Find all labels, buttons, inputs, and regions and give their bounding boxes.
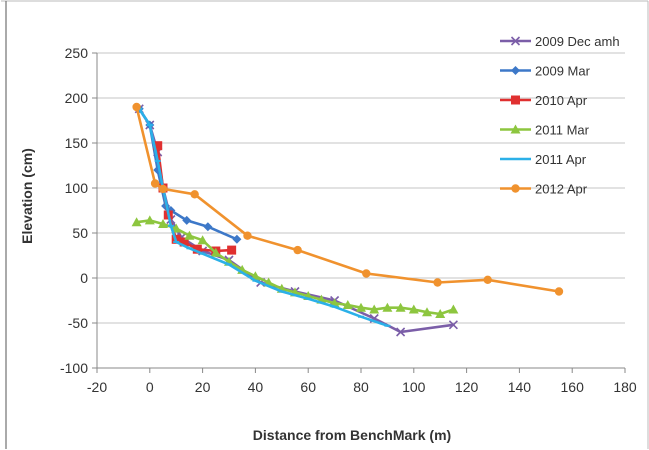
- x-tick-label: 140: [508, 379, 532, 395]
- y-tick-label: 100: [65, 180, 89, 196]
- legend-item-2012-apr: 2012 Apr: [500, 182, 588, 197]
- data-point-2012-apr: [158, 184, 168, 194]
- data-series: [131, 102, 564, 337]
- legend-marker-2010-apr: [511, 95, 520, 105]
- data-point-2011-mar: [422, 307, 432, 317]
- data-point-2012-apr: [554, 287, 564, 296]
- legend-label-2011-apr: 2011 Apr: [535, 152, 587, 167]
- data-point-2011-mar: [369, 304, 380, 314]
- legend-label-2009-mar: 2009 Mar: [535, 64, 591, 79]
- x-tick-label: 80: [353, 379, 369, 395]
- legend-marker-2009-mar: [511, 66, 520, 75]
- legend-label-2009-dec-amh: 2009 Dec amh: [535, 34, 620, 49]
- data-point-2011-mar: [197, 235, 208, 245]
- data-point-2011-mar: [131, 217, 142, 227]
- legend-item-2011-mar: 2011 Mar: [500, 123, 590, 138]
- x-tick-label: 0: [146, 379, 154, 395]
- data-point-2011-mar: [210, 247, 221, 257]
- series-2012-apr: [132, 102, 564, 296]
- data-point-2012-apr: [293, 245, 302, 255]
- legend-label-2011-mar: 2011 Mar: [535, 123, 590, 138]
- data-point-2011-mar: [382, 302, 393, 312]
- data-point-2010-apr: [153, 141, 163, 151]
- data-point-2010-apr: [192, 244, 202, 254]
- x-axis-title: Distance from BenchMark (m): [253, 427, 451, 443]
- x-tick-label: 60: [300, 379, 316, 395]
- data-point-2011-mar: [144, 215, 155, 225]
- data-point-2011-mar: [448, 304, 459, 314]
- y-tick-label: 150: [65, 135, 89, 151]
- data-point-2011-mar: [158, 219, 168, 228]
- legend-item-2009-dec-amh: 2009 Dec amh: [500, 34, 620, 49]
- y-tick-label: -50: [68, 315, 88, 331]
- y-axis-title: Elevation (cm): [19, 148, 35, 244]
- legend-marker-2012-apr: [511, 184, 520, 193]
- data-point-2012-apr: [362, 269, 371, 278]
- data-point-2009-dec-amh: [448, 320, 458, 330]
- legend-item-2009-mar: 2009 Mar: [500, 64, 591, 79]
- data-point-2011-mar: [356, 302, 366, 312]
- data-point-2011-mar: [435, 309, 446, 318]
- x-tick-label: 180: [613, 379, 637, 395]
- y-tick-label: 0: [80, 270, 88, 286]
- data-point-2012-apr: [483, 275, 492, 284]
- data-point-2012-apr: [132, 102, 141, 112]
- y-tick-label: 50: [72, 225, 88, 241]
- legend-item-2010-apr: 2010 Apr: [500, 93, 588, 108]
- y-tick-label: 200: [65, 90, 89, 106]
- series-line-2012-apr: [135, 105, 561, 293]
- data-point-2012-apr: [150, 179, 160, 188]
- y-tick-label: -100: [60, 360, 88, 376]
- legend-label-2012-apr: 2012 Apr: [535, 182, 588, 197]
- data-point-2011-mar: [408, 304, 419, 314]
- x-tick-label: -20: [87, 379, 107, 395]
- data-point-2010-apr: [179, 237, 189, 247]
- legend-item-2011-apr: 2011 Apr: [500, 152, 587, 167]
- y-tick-label: 250: [65, 45, 89, 61]
- x-tick-label: 40: [248, 379, 264, 395]
- data-point-2011-mar: [395, 302, 406, 312]
- data-point-2009-mar: [203, 222, 213, 232]
- data-point-2011-mar: [342, 300, 353, 309]
- data-point-2011-mar: [184, 230, 195, 240]
- axes: -100 -50 0 50 100 150 200 250 -20 0 20 40 60 80 100 120…: [60, 45, 637, 395]
- x-tick-label: 20: [195, 379, 211, 395]
- data-point-2009-mar: [232, 234, 242, 244]
- data-point-2010-apr: [227, 245, 237, 255]
- legend-label-2010-apr: 2010 Apr: [535, 93, 588, 108]
- data-point-2012-apr: [243, 231, 252, 240]
- data-point-2009-mar: [182, 215, 192, 225]
- x-tick-label: 160: [561, 379, 585, 395]
- legend: 2009 Dec amh 2009 Mar 2010 Apr 2011 Mar 2011…: [500, 34, 620, 197]
- legend-marker-2011-mar: [510, 124, 521, 134]
- data-point-2012-apr: [190, 190, 199, 199]
- x-tick-label: 120: [455, 379, 479, 395]
- x-tick-label: 100: [402, 379, 426, 395]
- legend-marker-2009-dec-amh: [510, 36, 521, 46]
- data-point-2012-apr: [433, 278, 442, 287]
- data-point-2009-dec-amh: [396, 327, 406, 337]
